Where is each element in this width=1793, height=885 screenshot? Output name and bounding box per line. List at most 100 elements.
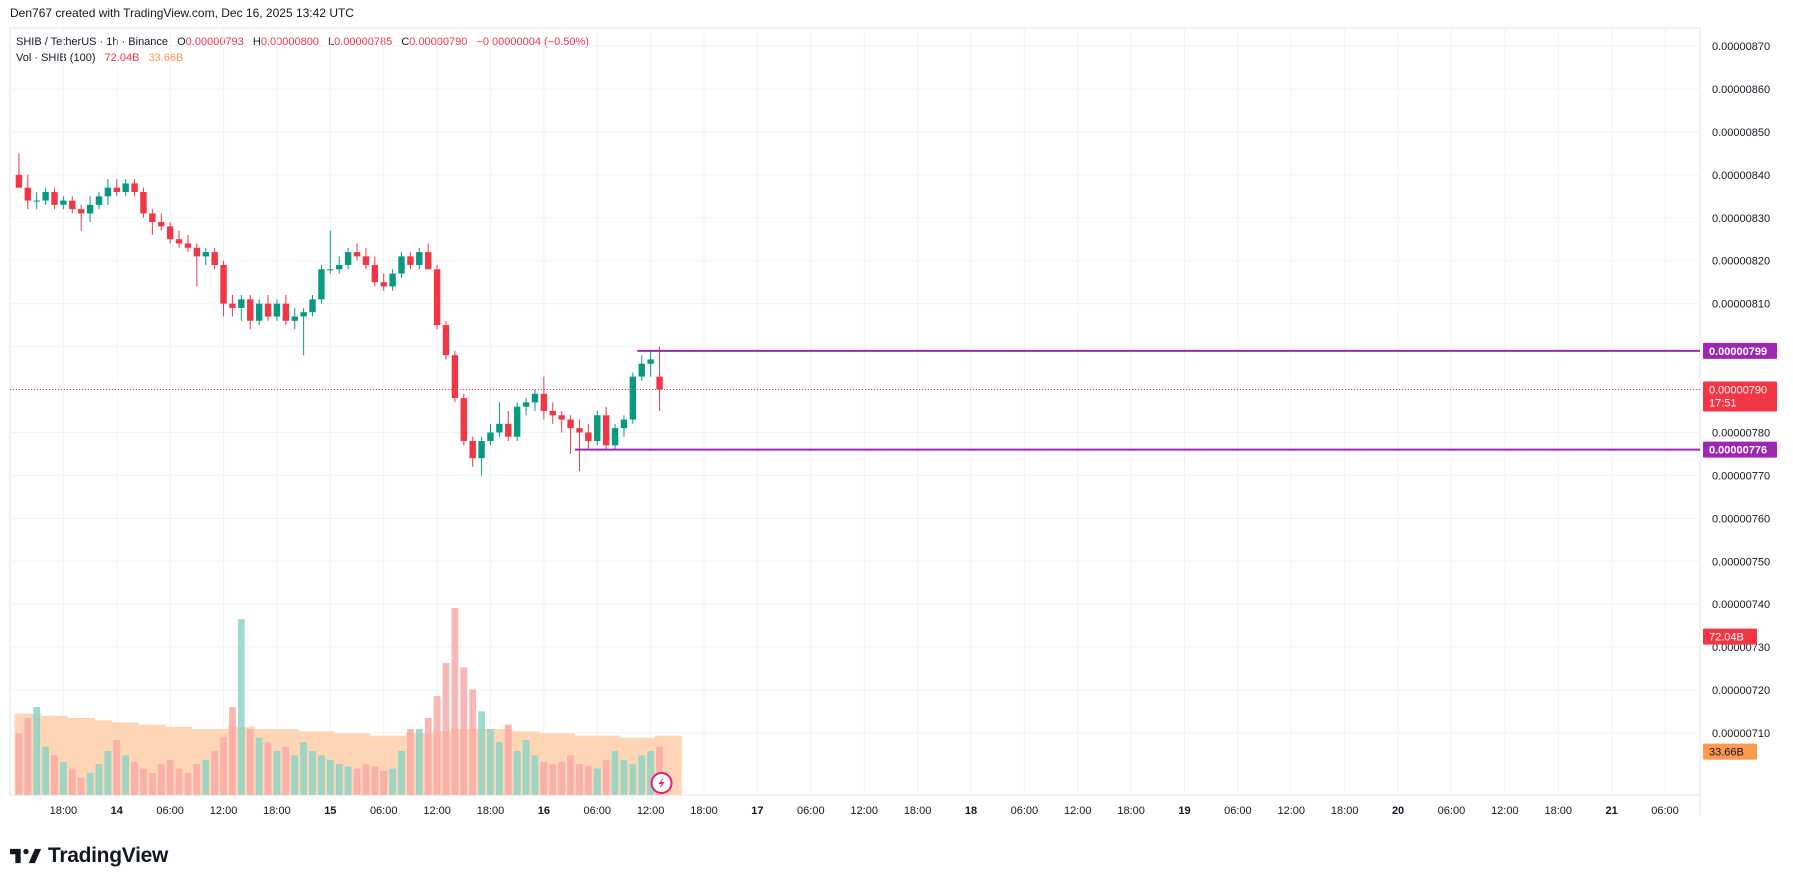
candle-body[interactable] [336,264,343,270]
candle-body[interactable] [282,303,290,321]
candle-body[interactable] [60,200,67,205]
candle-body[interactable] [211,252,218,265]
volume-bar[interactable] [469,689,477,795]
volume-bar[interactable] [68,768,76,795]
volume-bar[interactable] [620,759,628,795]
candle-body[interactable] [451,355,459,399]
volume-bar[interactable] [255,737,263,795]
volume-bar[interactable] [220,737,227,795]
volume-bar[interactable] [504,724,512,795]
candle-body[interactable] [166,226,174,240]
volume-bar[interactable] [496,742,503,795]
volume-bar[interactable] [95,764,103,795]
volume-bar[interactable] [318,755,325,795]
candle-body[interactable] [478,441,485,459]
candle-body[interactable] [229,303,236,308]
candle-body[interactable] [131,183,138,192]
volume-bar[interactable] [451,608,459,795]
volume-bar[interactable] [300,742,308,795]
candle-body[interactable] [309,299,316,313]
volume-bar[interactable] [513,751,521,795]
volume-bar[interactable] [415,729,423,795]
volume-bar[interactable] [602,759,610,795]
volume-bar[interactable] [389,768,396,795]
volume-bar[interactable] [202,759,210,795]
candle-body[interactable] [122,183,129,192]
volume-bar[interactable] [193,764,201,795]
candle-body[interactable] [24,187,31,201]
volume-bar[interactable] [460,667,468,795]
volume-bar[interactable] [424,718,432,795]
tradingview-watermark[interactable]: TradingView [10,844,168,868]
volume-bar[interactable] [175,768,183,795]
candle-body[interactable] [273,303,281,317]
candle-body[interactable] [602,415,610,446]
volume-bar[interactable] [540,762,548,795]
candle-body[interactable] [86,204,94,214]
volume-bar[interactable] [184,773,192,795]
volume-bar[interactable] [522,740,530,795]
volume-bar[interactable] [344,766,352,795]
volume-bar[interactable] [478,711,485,795]
volume-bar[interactable] [629,764,637,795]
candle-body[interactable] [496,423,503,433]
volume-bar[interactable] [166,759,174,795]
volume-bar[interactable] [531,755,539,795]
volume-bar[interactable] [638,755,646,795]
volume-bar[interactable] [335,764,343,795]
candle-body[interactable] [558,415,565,420]
candle-body[interactable] [318,269,325,300]
candle-body[interactable] [469,441,476,459]
candle-body[interactable] [220,264,227,304]
volume-legend-row[interactable]: Vol · SHIB (100) 72.04B 33.66B [16,50,589,66]
candle-body[interactable] [344,252,352,265]
volume-bar[interactable] [433,696,441,795]
volume-bar[interactable] [353,768,361,795]
volume-bar[interactable] [86,773,94,795]
candle-body[interactable] [353,252,361,257]
candle-body[interactable] [238,299,245,308]
volume-bar[interactable] [140,768,147,795]
candle-body[interactable] [149,213,156,223]
candle-body[interactable] [585,432,592,442]
volume-bar[interactable] [291,755,299,795]
volume-bar[interactable] [362,764,370,795]
candle-body[interactable] [184,243,192,248]
volume-bar[interactable] [371,766,379,795]
volume-bar[interactable] [656,746,663,795]
candle-body[interactable] [513,406,521,437]
candle-body[interactable] [629,376,637,420]
volume-bar[interactable] [264,742,272,795]
volume-bar[interactable] [442,663,450,795]
volume-bar[interactable] [487,729,494,795]
candle-body[interactable] [362,256,370,265]
candle-body[interactable] [398,256,405,274]
candle-body[interactable] [202,252,209,257]
volume-bar[interactable] [593,768,601,795]
candle-body[interactable] [389,273,396,287]
candle-body[interactable] [15,174,23,188]
volume-bar[interactable] [229,707,236,795]
candle-body[interactable] [380,282,387,287]
volume-bar[interactable] [131,762,138,795]
candle-body[interactable] [647,359,654,364]
candle-body[interactable] [424,252,432,270]
candle-body[interactable] [140,191,147,214]
candle-body[interactable] [549,410,556,416]
volume-bar[interactable] [611,751,619,795]
candle-body[interactable] [460,398,467,442]
volume-bar[interactable] [647,751,655,795]
candle-body[interactable] [576,428,583,433]
candle-body[interactable] [505,423,512,437]
candle-body[interactable] [371,264,379,283]
volume-bar[interactable] [549,764,557,795]
candle-body[interactable] [291,316,298,321]
candle-body[interactable] [104,187,112,197]
candle-body[interactable] [442,325,450,356]
volume-bar[interactable] [113,740,121,795]
volume-bar[interactable] [77,777,85,795]
volume-bar[interactable] [558,762,566,795]
volume-label[interactable]: Vol · SHIB (100) [16,52,96,64]
volume-bar[interactable] [104,751,112,795]
